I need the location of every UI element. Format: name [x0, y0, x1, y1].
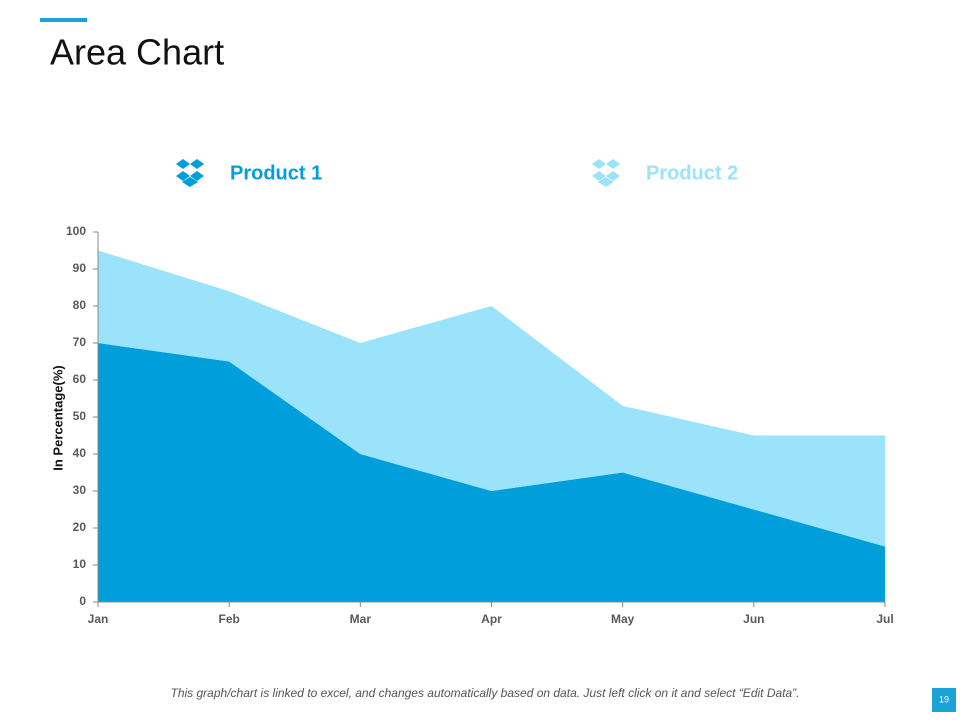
area — [98, 250, 885, 547]
page-number: 19 — [939, 694, 949, 704]
x-tick-label: Jun — [743, 612, 764, 626]
x-tick-label: Feb — [218, 612, 239, 626]
legend-label: Product 1 — [230, 162, 322, 184]
y-axis-label: In Percentage(%) — [50, 365, 65, 470]
y-tick-label: 0 — [79, 594, 86, 608]
area — [98, 343, 885, 602]
page-badge — [932, 688, 956, 712]
x-tick-label: May — [611, 612, 635, 626]
y-tick-label: 50 — [73, 409, 87, 423]
y-tick-label: 70 — [73, 335, 87, 349]
footer-note: This graph/chart is linked to excel, and… — [171, 686, 800, 700]
y-tick-label: 100 — [66, 224, 86, 238]
legend-icon — [176, 159, 204, 187]
accent-bar — [40, 18, 87, 22]
y-tick-label: 10 — [73, 557, 87, 571]
x-tick-label: Jul — [876, 612, 893, 626]
x-tick-label: Mar — [350, 612, 372, 626]
legend-label: Product 2 — [646, 162, 738, 184]
x-tick-label: Jan — [88, 612, 109, 626]
y-tick-label: 80 — [73, 298, 87, 312]
y-tick-label: 40 — [73, 446, 87, 460]
chart-title: Area Chart — [50, 32, 224, 73]
legend-icon — [592, 159, 620, 187]
x-tick-label: Apr — [481, 612, 502, 626]
y-tick-label: 20 — [73, 520, 87, 534]
y-tick-label: 90 — [73, 261, 87, 275]
y-tick-label: 60 — [73, 372, 87, 386]
y-tick-label: 30 — [73, 483, 87, 497]
